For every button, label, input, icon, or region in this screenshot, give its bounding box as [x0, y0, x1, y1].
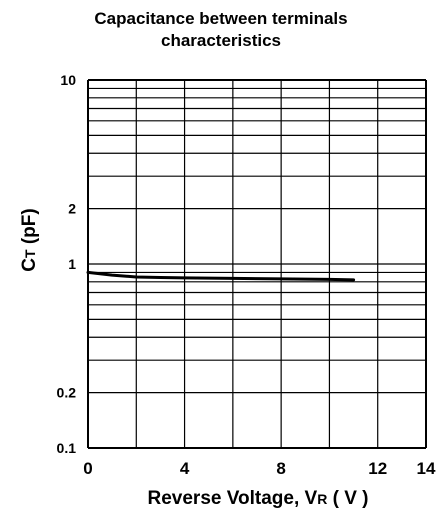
x-tick-label: 14	[417, 459, 436, 478]
x-axis-label: Reverse Voltage, VR ( V )	[147, 488, 369, 509]
tick-labels: 0 4 8 12 14 10 2 1 0.2 0.1	[57, 72, 436, 478]
y-tick-label: 0.2	[57, 385, 77, 401]
y-axis-label: CT (pF)	[19, 208, 40, 272]
x-tick-label: 12	[368, 459, 387, 478]
x-tick-label: 0	[83, 459, 92, 478]
chart-title-line-2: characteristics	[160, 31, 282, 50]
series-line	[86, 270, 356, 282]
y-tick-label: 0.1	[57, 440, 77, 456]
y-tick-label: 1	[68, 256, 76, 272]
y-tick-label: 2	[68, 201, 76, 217]
chart-title-line-1: Capacitance between terminals	[94, 9, 348, 28]
grid-layer	[87, 79, 427, 449]
series-layer	[86, 270, 356, 282]
chart-title: Capacitance between terminals characteri…	[0, 8, 442, 52]
x-tick-label: 4	[180, 459, 190, 478]
x-tick-label: 8	[276, 459, 285, 478]
y-tick-label: 10	[60, 72, 76, 88]
